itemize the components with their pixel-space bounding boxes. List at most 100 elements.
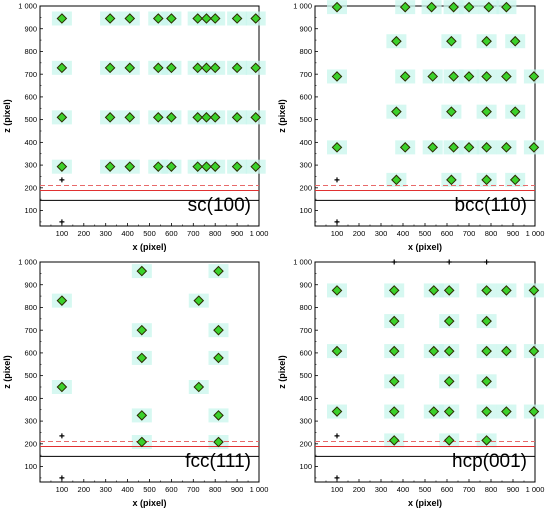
plot-frame: [314, 261, 536, 483]
cross-marker: [334, 433, 340, 439]
x-tick-label: 200: [78, 229, 91, 238]
data-point: [446, 106, 457, 117]
x-tick-label: 500: [419, 485, 432, 494]
y-tick-label: 600: [24, 93, 37, 102]
x-tick-label: 900: [231, 485, 244, 494]
data-point: [528, 142, 540, 153]
y-tick-label: 100: [24, 462, 37, 471]
data-point: [166, 62, 177, 74]
data-point: [56, 381, 68, 393]
data-point: [136, 265, 148, 277]
x-tick-label: 400: [121, 229, 134, 238]
cross-marker: [484, 259, 490, 265]
y-tick-label: 200: [24, 183, 37, 192]
data-point: [152, 62, 164, 74]
x-axis-label: x (pixel): [408, 242, 442, 252]
data-point: [250, 13, 262, 24]
y-tick-label: 200: [299, 439, 312, 448]
x-tick-label: 900: [507, 229, 520, 238]
panel-label: fcc(111): [185, 451, 251, 472]
data-point: [509, 35, 521, 47]
data-point: [448, 1, 459, 13]
y-tick-label: 500: [299, 371, 312, 380]
panel-label: sc(100): [188, 195, 251, 216]
y-tick-label: 900: [299, 24, 312, 33]
data-point: [443, 315, 455, 327]
data-point: [427, 142, 439, 153]
data-point: [231, 161, 243, 172]
data-point: [388, 435, 400, 446]
data-point: [209, 161, 221, 172]
x-tick-label: 800: [209, 229, 222, 238]
data-point: [192, 112, 203, 123]
data-point: [446, 174, 457, 186]
cross-marker: [334, 475, 340, 481]
data-point: [528, 345, 540, 357]
data-point: [136, 352, 148, 364]
y-tick-label: 500: [299, 115, 312, 124]
data-point: [231, 62, 243, 74]
y-tick-label: 900: [24, 24, 37, 33]
data-point: [443, 406, 455, 417]
x-tick-label: 900: [231, 229, 244, 238]
data-point: [388, 345, 400, 357]
y-tick-label: 100: [24, 206, 37, 215]
x-tick-label: 800: [485, 229, 498, 238]
y-tick-label: 400: [24, 138, 37, 147]
x-axis-label: x (pixel): [132, 498, 166, 508]
x-tick-label: 100: [56, 229, 69, 238]
x-tick-label: 200: [353, 229, 366, 238]
cross-marker: [391, 259, 397, 265]
y-tick-label: 100: [299, 206, 312, 215]
data-point: [56, 62, 68, 74]
x-tick-label: 100: [331, 229, 344, 238]
y-tick-label: 800: [24, 303, 37, 312]
data-point: [501, 1, 512, 13]
data-point: [391, 174, 402, 186]
x-tick-label: 500: [143, 485, 156, 494]
data-point: [213, 265, 224, 277]
data-point: [209, 13, 221, 24]
data-point: [56, 112, 68, 123]
x-tick-label: 200: [353, 485, 366, 494]
y-tick-label: 600: [24, 349, 37, 358]
data-point: [388, 315, 400, 327]
data-point: [428, 285, 440, 296]
cross-marker: [334, 219, 340, 225]
x-tick-label: 700: [463, 485, 476, 494]
y-tick-label: 800: [299, 47, 312, 56]
data-point: [136, 436, 148, 448]
data-point: [428, 345, 440, 357]
x-tick-label: 1 000: [526, 229, 545, 238]
data-point: [463, 142, 475, 153]
data-point: [391, 35, 402, 47]
y-axis-label: z (pixel): [2, 355, 12, 389]
x-tick-label: 1 000: [250, 485, 269, 494]
data-point: [231, 112, 243, 123]
data-point: [201, 161, 212, 172]
data-point: [426, 1, 437, 13]
data-point: [481, 435, 492, 446]
y-axis-label: z (pixel): [2, 99, 12, 133]
data-point: [509, 174, 521, 186]
data-point: [428, 406, 440, 417]
cross-marker: [59, 219, 65, 225]
data-point: [136, 324, 148, 336]
panel-label: bcc(110): [454, 195, 527, 216]
y-tick-label: 1 000: [293, 258, 312, 267]
y-tick-label: 800: [299, 303, 312, 312]
x-tick-label: 400: [397, 485, 410, 494]
x-tick-label: 300: [375, 229, 388, 238]
y-tick-label: 200: [299, 183, 312, 192]
data-point: [152, 161, 164, 172]
data-point: [388, 376, 400, 387]
data-point: [56, 161, 68, 172]
data-point: [399, 1, 411, 13]
data-point: [528, 406, 540, 417]
data-point: [250, 112, 262, 123]
x-tick-label: 600: [441, 229, 454, 238]
data-point: [192, 161, 203, 172]
data-point: [331, 406, 343, 417]
data-point: [463, 71, 475, 82]
x-tick-label: 700: [187, 485, 200, 494]
